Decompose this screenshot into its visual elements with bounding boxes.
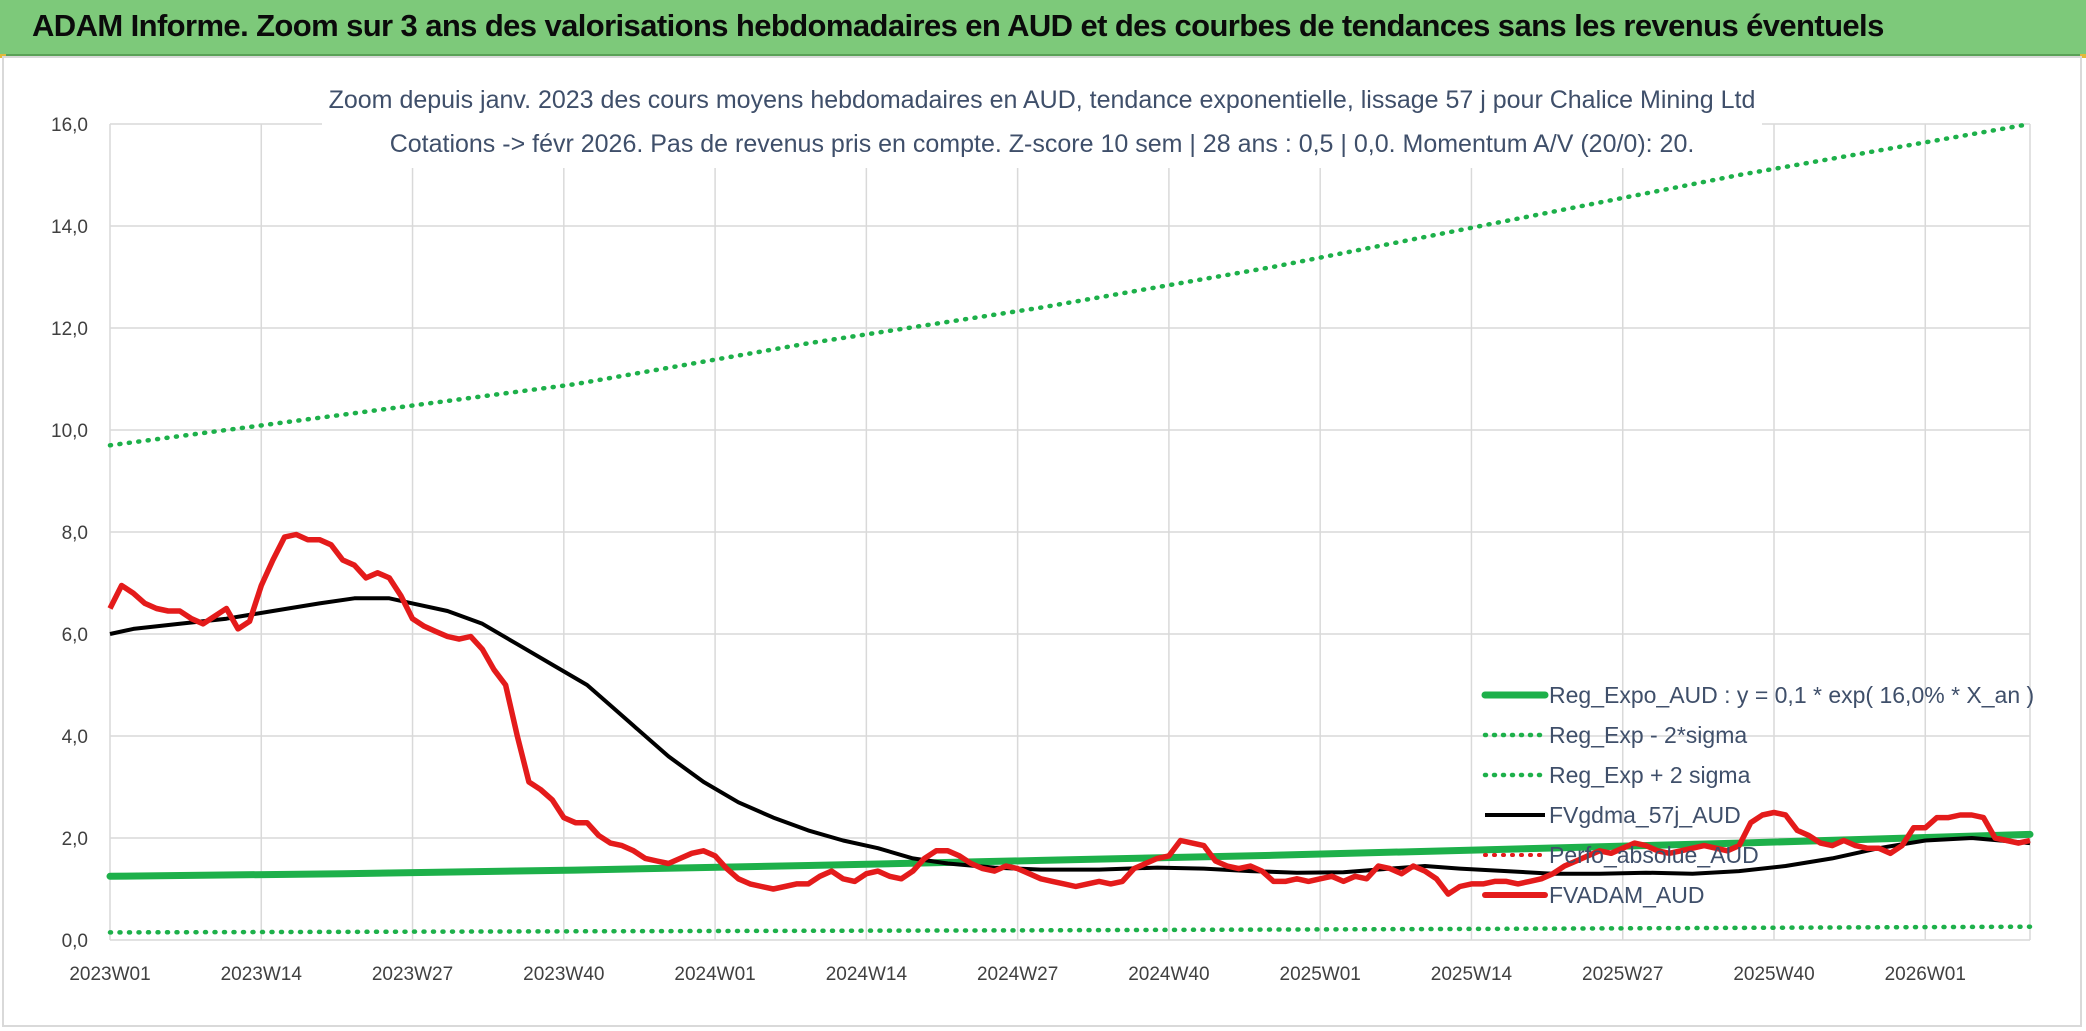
series-line-reg-exp-2-sigma bbox=[107, 924, 2033, 935]
y-tick-label: 12,0 bbox=[51, 319, 88, 340]
grid bbox=[109, 123, 2031, 941]
x-tick-label: 2023W01 bbox=[69, 964, 150, 985]
chart-title-line-2: Cotations -> févr 2026. Pas de revenus p… bbox=[390, 130, 1695, 158]
y-tick-label: 8,0 bbox=[62, 523, 88, 544]
legend: Reg_Expo_AUD : y = 0,1 * exp( 16,0% * X_… bbox=[1481, 682, 2034, 908]
x-tick-label: 2026W01 bbox=[1885, 964, 1966, 985]
y-tick-label: 2,0 bbox=[62, 829, 88, 850]
series bbox=[106, 121, 2034, 935]
y-tick-label: 14,0 bbox=[51, 217, 88, 238]
legend-label: Reg_Exp - 2*sigma bbox=[1549, 722, 1747, 748]
series-line-fvgdma-57j-aud bbox=[109, 596, 2031, 876]
y-axis-ticks: 0,0 2,0 4,0 6,0 8,0 10,0 12,0 14,0 16,0 bbox=[51, 115, 88, 952]
x-tick-label: 2025W27 bbox=[1582, 964, 1663, 985]
y-tick-label: 16,0 bbox=[51, 115, 88, 136]
report-banner: ADAM Informe. Zoom sur 3 ans des valoris… bbox=[0, 0, 2086, 56]
y-tick-label: 0,0 bbox=[62, 931, 88, 952]
chart-title-line-1: Zoom depuis janv. 2023 des cours moyens … bbox=[329, 86, 1756, 114]
x-tick-label: 2025W01 bbox=[1280, 964, 1361, 985]
chart-title-background bbox=[322, 80, 1762, 168]
x-tick-label: 2024W14 bbox=[826, 964, 908, 985]
x-axis-ticks: 2023W01 2023W14 2023W27 2023W40 2024W01 2024W… bbox=[69, 964, 1966, 985]
series-line-reg-exp-2-sigma bbox=[107, 121, 2033, 448]
legend-label: FVADAM_AUD bbox=[1549, 882, 1705, 908]
x-tick-label: 2025W40 bbox=[1733, 964, 1814, 985]
banner-corner-right bbox=[2080, 54, 2086, 58]
x-tick-label: 2023W14 bbox=[221, 964, 303, 985]
series-line-fvadam-aud bbox=[107, 531, 2031, 897]
x-tick-label: 2024W01 bbox=[674, 964, 755, 985]
series-line-reg-expo-aud bbox=[106, 830, 2034, 880]
y-tick-label: 6,0 bbox=[62, 625, 88, 646]
chart-border bbox=[2, 56, 2082, 1027]
legend-label: Reg_Exp + 2 sigma bbox=[1549, 762, 1751, 788]
y-tick-label: 10,0 bbox=[51, 421, 88, 442]
chart-title: Zoom depuis janv. 2023 des cours moyens … bbox=[322, 80, 1762, 168]
x-tick-label: 2023W40 bbox=[523, 964, 604, 985]
x-tick-label: 2024W27 bbox=[977, 964, 1058, 985]
x-tick-label: 2025W14 bbox=[1431, 964, 1513, 985]
legend-label: Perfo_absolue_AUD bbox=[1549, 842, 1759, 868]
x-tick-label: 2024W40 bbox=[1128, 964, 1209, 985]
report-title: ADAM Informe. Zoom sur 3 ans des valoris… bbox=[32, 8, 1884, 43]
legend-label: Reg_Expo_AUD : y = 0,1 * exp( 16,0% * X_… bbox=[1549, 682, 2034, 708]
legend-label: FVgdma_57j_AUD bbox=[1549, 802, 1741, 828]
x-tick-label: 2023W27 bbox=[372, 964, 453, 985]
y-tick-label: 4,0 bbox=[62, 727, 88, 748]
